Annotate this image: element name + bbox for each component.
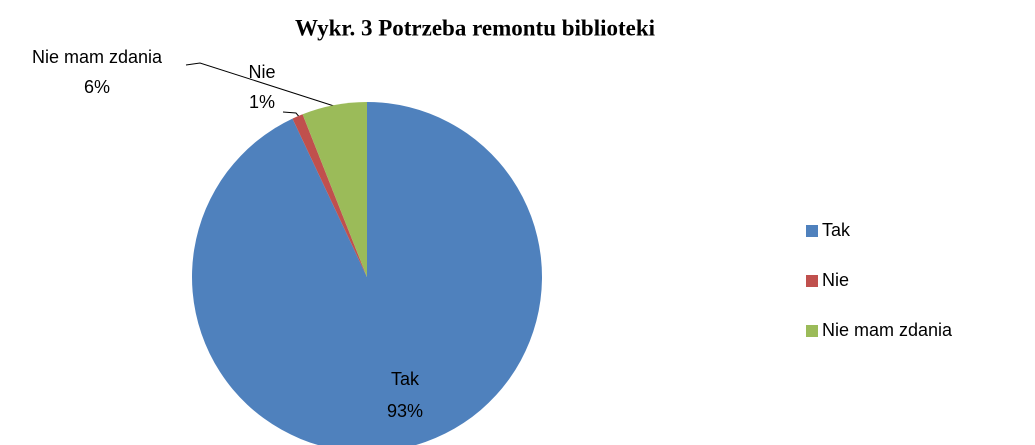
legend-label: Nie mam zdania [822,320,953,340]
legend-swatch [806,225,818,237]
data-label-value: 6% [84,77,110,97]
chart-title: Wykr. 3 Potrzeba remontu biblioteki [295,15,656,40]
legend-label: Nie [822,270,849,290]
data-label-name: Tak [391,369,420,389]
data-label-value: 93% [387,401,423,421]
data-label-name: Nie [248,62,275,82]
legend-swatch [806,325,818,337]
data-label-value: 1% [249,92,275,112]
data-label-name: Nie mam zdania [32,47,163,67]
leader-line [185,62,335,107]
pie-slice [191,102,542,445]
pie-slice [292,114,367,277]
legend-swatch [806,275,818,287]
legend-label: Tak [822,220,851,240]
pie-slice [302,102,367,277]
